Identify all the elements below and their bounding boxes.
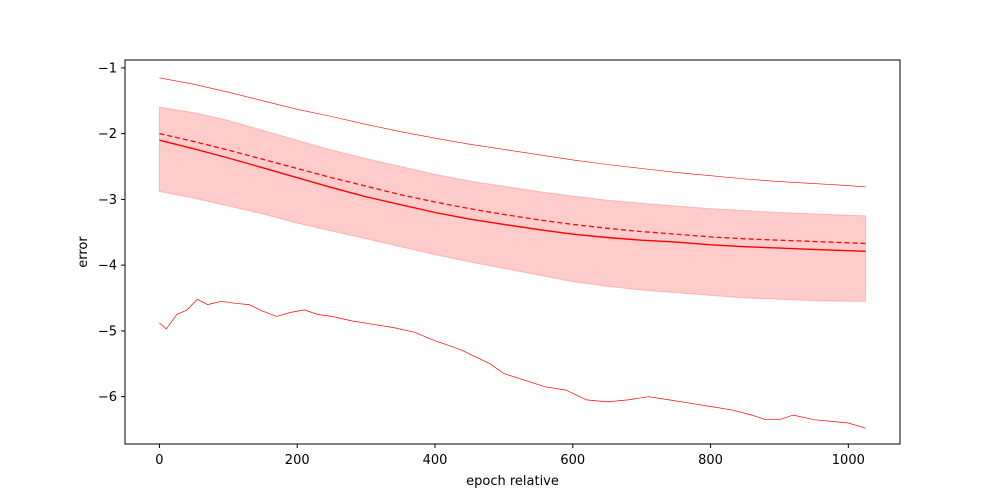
y-tick-label: −4 <box>98 259 117 274</box>
x-axis-label: epoch relative <box>466 474 559 489</box>
plot-frame <box>124 59 901 445</box>
axis-ticks: 0 200 400 600 800 1000 −1 −2 −3 −4 −5 −6 <box>98 61 865 468</box>
x-tick-label: 600 <box>560 453 585 468</box>
x-tick-label: 1000 <box>832 453 865 468</box>
series-line-3 <box>159 139 866 252</box>
series-line-2 <box>159 132 866 245</box>
confidence-band <box>158 106 867 302</box>
x-tick-label: 200 <box>285 453 310 468</box>
series-line-1 <box>159 77 866 188</box>
y-tick-label: −3 <box>98 193 117 208</box>
series-line-4 <box>159 298 866 429</box>
plot-area <box>158 77 867 429</box>
x-tick-label: 800 <box>698 453 723 468</box>
x-tick-label: 0 <box>155 453 163 468</box>
x-tick-label: 400 <box>423 453 448 468</box>
y-tick-label: −2 <box>98 127 117 142</box>
y-tick-label: −5 <box>98 324 117 339</box>
y-tick-label: −1 <box>98 61 117 76</box>
y-tick-label: −6 <box>98 390 117 405</box>
y-axis-label: error <box>76 236 91 268</box>
